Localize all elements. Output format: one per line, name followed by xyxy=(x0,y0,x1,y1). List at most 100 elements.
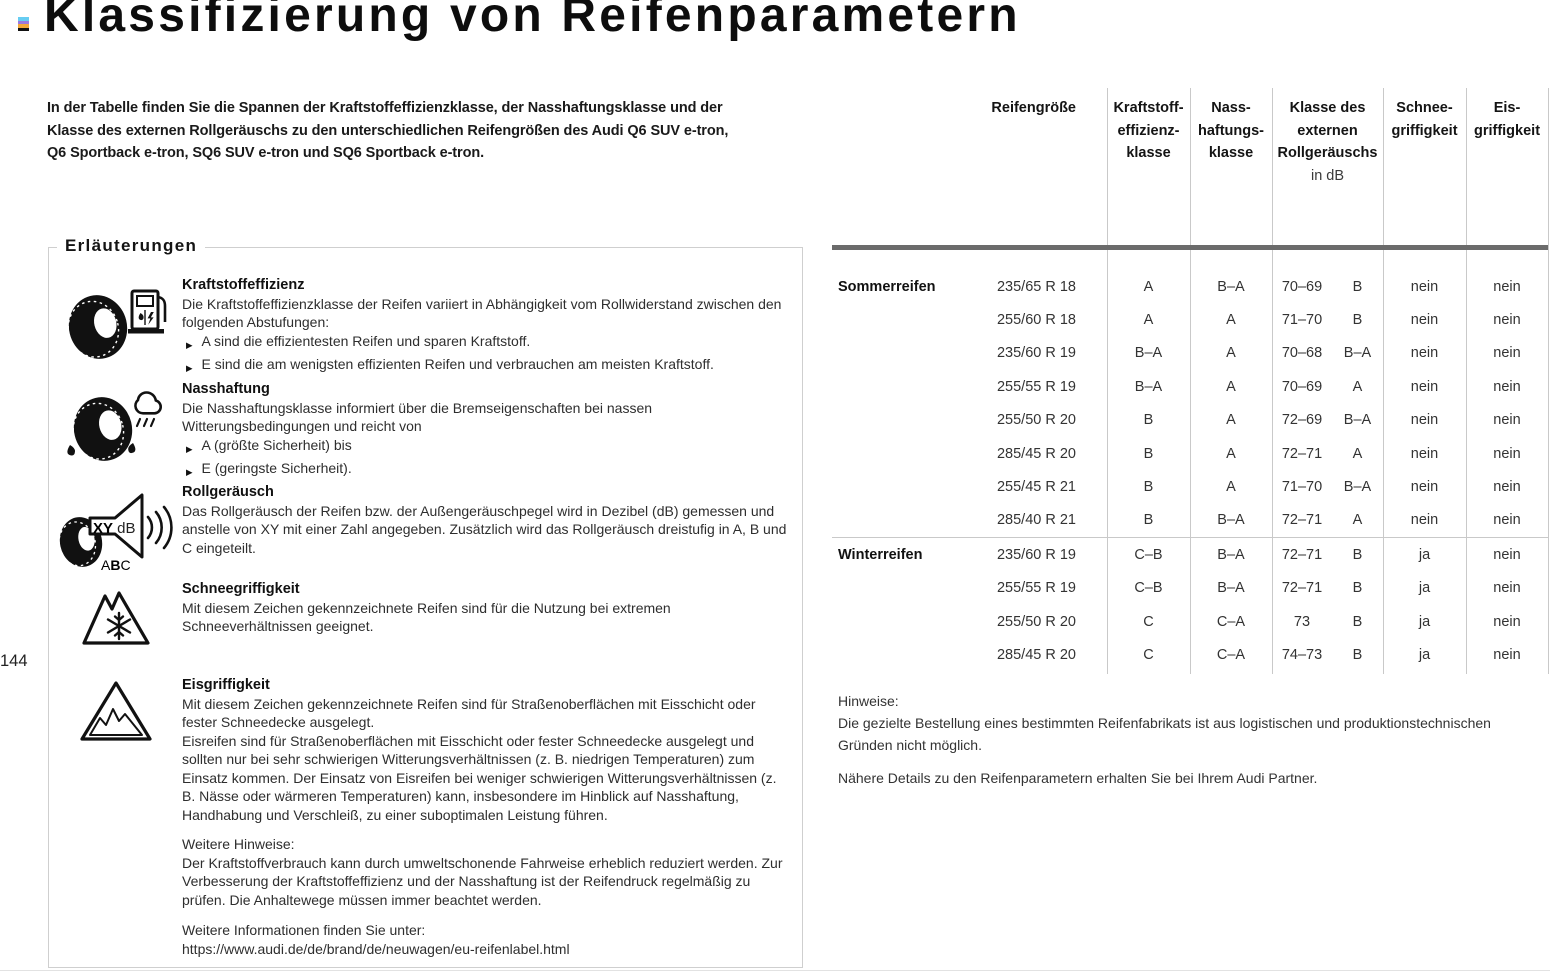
noise-cell: 74–73 B xyxy=(1272,647,1383,663)
snow-grip-value: ja xyxy=(1418,580,1431,597)
bullet-text: A (größte Sicherheit) bis xyxy=(201,436,352,453)
tire-size: 255/60 R 18 xyxy=(996,312,1076,329)
noise-class-value: A xyxy=(1352,378,1363,395)
tire-group-label: Winterreifen xyxy=(838,546,923,563)
tire-size: 255/55 R 19 xyxy=(996,378,1076,395)
noise-db-value: 71–70 xyxy=(1281,479,1323,496)
wet-grip-class: B–A xyxy=(1217,546,1245,563)
fuel-efficiency-class: C xyxy=(1143,646,1154,663)
column-divider xyxy=(1190,88,1191,674)
noise-cell: 72–71 B xyxy=(1272,547,1383,563)
snow-grip-value: nein xyxy=(1410,445,1439,462)
wet-grip-class: A xyxy=(1226,479,1236,496)
svg-text:ABC: ABC xyxy=(101,557,131,573)
noise-db-value: 72–71 xyxy=(1281,546,1323,563)
table-header: Reifengröße Kraftstoff- effizienz- klass… xyxy=(832,88,1548,187)
snow-grip-value: nein xyxy=(1410,378,1439,395)
wet-grip-class: B–A xyxy=(1217,580,1245,597)
tire-size: 255/45 R 21 xyxy=(996,479,1076,496)
ice-grip-value: nein xyxy=(1493,345,1521,362)
legend-section-icon xyxy=(49,580,182,647)
ice-grip-value: nein xyxy=(1493,580,1521,597)
legend-footnote: Weitere Informationen finden Sie unter: h… xyxy=(182,921,790,958)
wet-grip-class: A xyxy=(1226,312,1236,329)
ice-grip-value: nein xyxy=(1493,378,1521,395)
bullet-text: E (geringste Sicherheit). xyxy=(201,459,352,476)
legend-section-heading: Nasshaftung xyxy=(182,381,270,397)
noise-db-value: 72–71 xyxy=(1281,445,1323,462)
table-row: 285/45 R 20 C C–A 74–73 B ja nein xyxy=(832,638,1548,671)
fuel-efficiency-class: B xyxy=(1143,479,1154,496)
snow-grip-value: ja xyxy=(1418,613,1431,630)
noise-cell: 72–69 B–A xyxy=(1272,412,1383,428)
fuel-efficiency-class: A xyxy=(1143,312,1154,329)
legend-section-heading: Rollgeräusch xyxy=(182,484,274,500)
noise-class-value: B xyxy=(1352,546,1363,563)
ice-grip-value: nein xyxy=(1493,613,1521,630)
tire-size: 235/60 R 19 xyxy=(996,546,1076,563)
ice-grip-value: nein xyxy=(1493,312,1521,329)
table-row: 235/60 R 19 B–A A 70–68 B–A nein nein xyxy=(832,337,1548,370)
page-number: 144 xyxy=(0,652,28,670)
col-header-snow-grip: Schnee- griffigkeit xyxy=(1391,100,1458,139)
legend-paragraph: Mit diesem Zeichen gekennzeichnete Reife… xyxy=(182,599,671,635)
column-divider xyxy=(1107,88,1108,674)
ice-grip-value: nein xyxy=(1493,278,1521,295)
wet-grip-class: C–A xyxy=(1216,646,1246,663)
notes-heading: Hinweise: xyxy=(838,693,899,709)
noise-cell: 70–69 A xyxy=(1272,379,1383,395)
table-row: Sommerreifen 235/65 R 18 A B–A 70–69 B n… xyxy=(832,270,1548,303)
wet-grip-class: B–A xyxy=(1217,278,1245,295)
col-header-wet-grip: Nass- haftungs- klasse xyxy=(1197,100,1265,161)
noise-class-value: B xyxy=(1352,312,1363,329)
fuel-efficiency-class: B xyxy=(1143,412,1154,429)
explanations-title: Erläuterungen xyxy=(57,236,206,256)
column-divider xyxy=(1548,88,1549,674)
noise-db-value: 73 xyxy=(1293,613,1311,630)
snow-grip-value: nein xyxy=(1410,345,1439,362)
tire-group-label: Sommerreifen xyxy=(838,278,936,295)
noise-db-value: 70–69 xyxy=(1281,278,1323,295)
column-divider xyxy=(1383,88,1384,674)
notes-block: Hinweise: Die gezielte Bestellung eines … xyxy=(838,690,1533,789)
table-body: Sommerreifen 235/65 R 18 A B–A 70–69 B n… xyxy=(832,250,1548,672)
tire-fuel-pump-icon xyxy=(67,289,166,359)
col-header-external-noise: Klasse des externen Rollgeräuschs in dB xyxy=(1272,97,1383,187)
legend-section: Kraftstoffeffizienz Die Kraftstoffeffizi… xyxy=(49,276,792,378)
noise-class-value: B–A xyxy=(1343,479,1372,496)
wet-grip-class: A xyxy=(1226,378,1236,395)
noise-cell: 72–71 A xyxy=(1272,446,1383,462)
table-row: 255/55 R 19 C–B B–A 72–71 B ja nein xyxy=(832,572,1548,605)
bullet-triangle-icon: ▶ xyxy=(186,444,193,454)
snow-grip-value: nein xyxy=(1410,479,1439,496)
bullet-triangle-icon: ▶ xyxy=(186,340,193,350)
wet-grip-class: A xyxy=(1226,345,1236,362)
ice-grip-value: nein xyxy=(1493,445,1521,462)
noise-class-value: B–A xyxy=(1343,412,1372,429)
fuel-efficiency-class: A xyxy=(1143,278,1154,295)
noise-unit-label: in dB xyxy=(1310,167,1345,184)
explanations-box: Erläuterungen Kraftstoffeffizienz Die Kr… xyxy=(48,236,803,968)
table-row: 285/45 R 20 B A 72–71 A nein nein xyxy=(832,437,1548,470)
bullet-item: ▶ E sind die am wenigsten effizienten Rei… xyxy=(182,355,792,378)
legend-paragraph: Die Nasshaftungsklasse informiert über d… xyxy=(182,399,653,435)
legend-section-icon xyxy=(49,276,182,378)
col-header-ice-grip: Eis- griffigkeit xyxy=(1473,100,1541,139)
bullet-item: ▶ A sind die effizientesten Reifen und sp… xyxy=(182,332,792,355)
noise-db-value: 71–70 xyxy=(1281,312,1323,329)
legend-section: Eisgriffigkeit Mit diesem Zeichen gekenn… xyxy=(49,676,792,824)
fuel-efficiency-class: C xyxy=(1143,613,1154,630)
header-separator-bar xyxy=(832,245,1548,250)
legend-section: Nasshaftung Die Nasshaftungsklasse infor… xyxy=(49,380,792,482)
fuel-efficiency-class: B–A xyxy=(1134,378,1163,395)
noise-cell: 73 B xyxy=(1272,614,1383,630)
tire-size: 255/50 R 20 xyxy=(996,613,1076,630)
noise-class-value: B xyxy=(1352,580,1363,597)
column-divider xyxy=(1466,88,1467,674)
noise-db-value: 70–69 xyxy=(1281,378,1323,395)
table-row: 255/55 R 19 B–A A 70–69 A nein nein xyxy=(832,370,1548,403)
noise-db-value: 72–71 xyxy=(1281,512,1323,529)
notes-paragraph: Nähere Details zu den Reifenparametern e… xyxy=(838,770,1318,786)
noise-class-value: A xyxy=(1352,512,1363,529)
noise-class-value: B xyxy=(1352,278,1363,295)
